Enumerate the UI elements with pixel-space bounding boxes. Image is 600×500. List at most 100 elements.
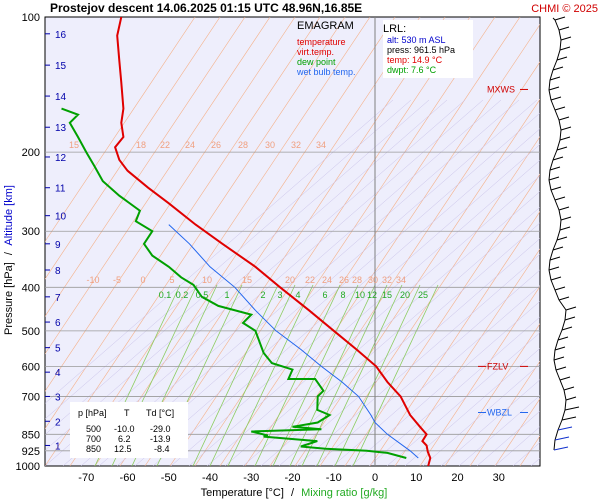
pressure-tick-label: 850 — [22, 429, 40, 441]
wind-barb-flag — [557, 336, 569, 341]
mixing-ratio-label: 0.1 — [159, 290, 172, 300]
moist-adiabat-line — [585, 100, 600, 466]
table-header-p: p [hPa] — [78, 408, 107, 418]
legend-title: EMAGRAM — [297, 20, 354, 32]
mixing-ratio-label: 12 — [367, 290, 377, 300]
theta-label: 5 — [169, 275, 174, 285]
mixing-ratio-line — [289, 284, 376, 466]
wind-barb-flag — [558, 206, 570, 211]
x-axis-temperature-label: Temperature [°C] — [201, 487, 284, 499]
table-cell: -10.0 — [114, 424, 135, 434]
wind-barb-staff — [548, 79, 551, 91]
dry-adiabat-line — [595, 17, 600, 466]
mixing-ratio-label: 0.5 — [196, 290, 209, 300]
moist-adiabat-line — [314, 269, 540, 466]
wind-barb-staff — [558, 119, 562, 131]
moist-adiabat-line — [458, 395, 540, 466]
dry-adiabat-line — [545, 17, 600, 466]
y-axis-title: Pressure [hPa] / Altitude [km] — [3, 185, 15, 335]
wind-barb-flag — [559, 376, 571, 381]
theta-label: 22 — [305, 275, 315, 285]
mixing-ratio-line — [352, 284, 439, 466]
altitude-tick-label: 8 — [55, 266, 61, 277]
wind-barb-flag — [554, 196, 566, 201]
wind-barb-staff — [554, 429, 559, 441]
mixing-ratio-label: 15 — [382, 290, 392, 300]
mixing-ratio-label: 4 — [295, 290, 300, 300]
lrl-box: LRL: alt: 530 m ASL press: 961.5 hPa tem… — [383, 20, 473, 78]
wind-barb-staff — [561, 409, 566, 421]
altitude-tick-label: 2 — [55, 417, 61, 428]
wind-barb-staff — [556, 229, 561, 241]
wind-barb-flag — [561, 326, 573, 331]
altitude-tick-label: 15 — [55, 61, 67, 72]
table-cell: 850 — [86, 444, 101, 454]
pressure-tick-label: 700 — [22, 391, 40, 403]
moist-adiabat-line — [350, 300, 540, 466]
theta-label: 0 — [140, 275, 145, 285]
wind-barb-staff — [564, 309, 567, 321]
wind-barb-flag — [554, 106, 566, 111]
temperature-tick-label: -40 — [202, 472, 218, 484]
moist-adiabat-line — [296, 253, 540, 466]
wind-barb-flag — [549, 256, 561, 261]
wind-barb-flag — [558, 296, 570, 301]
theta-label: 30 — [265, 140, 275, 150]
theta-label: 34 — [316, 140, 326, 150]
dry-adiabat-line — [45, 17, 271, 355]
wind-barb-flag — [553, 356, 565, 361]
moist-adiabat-line — [45, 99, 394, 404]
wind-barb-staff — [559, 129, 562, 141]
wind-barb-flag — [548, 86, 560, 91]
moist-adiabat-line — [152, 128, 540, 466]
moist-adiabat-line — [45, 99, 412, 420]
pressure-tick-label: 200 — [22, 147, 40, 159]
wind-barb-flag — [549, 76, 561, 81]
wind-barb-flag — [564, 316, 576, 321]
wind-barb-staff — [556, 49, 561, 61]
theta-label: 32 — [291, 140, 301, 150]
lrl-temperature: temp: 14.9 °C — [387, 55, 443, 65]
temperature-tick-label: 20 — [451, 472, 463, 484]
moist-adiabat-line — [404, 348, 540, 466]
wind-barb-flag — [559, 226, 571, 231]
wind-barb-flag — [558, 26, 570, 31]
dry-adiabat-line — [144, 17, 446, 466]
wind-barb-flag — [558, 116, 570, 121]
moist-adiabat-line — [567, 100, 600, 466]
moist-adiabat-line — [332, 285, 540, 466]
theta-label: 20 — [285, 275, 295, 285]
moist-adiabat-line — [188, 159, 540, 466]
theta-label: 10 — [202, 275, 212, 285]
legend-temperature: temperature — [297, 37, 346, 47]
mixing-ratio-label: 10 — [355, 290, 365, 300]
wind-barb-flag — [556, 146, 568, 151]
pressure-tick-label: 1000 — [16, 461, 40, 473]
wind-barb-staff — [549, 249, 554, 261]
altitude-tick-label: 9 — [55, 240, 61, 251]
moist-adiabat-line — [224, 191, 540, 466]
theta-label: 15 — [69, 140, 79, 150]
wind-barb-staff — [552, 239, 558, 251]
lrl-altitude: alt: 530 m ASL — [387, 35, 446, 45]
altitude-tick-label: 12 — [55, 153, 67, 164]
wind-barb-staff — [558, 29, 562, 41]
wind-barb-flag — [552, 246, 564, 251]
wind-barb-flag — [555, 366, 567, 371]
wind-barb-staff — [563, 389, 567, 401]
wind-barb-staff — [555, 369, 561, 381]
wind-barb-staff — [549, 69, 554, 81]
temperature-tick-label: 30 — [493, 472, 505, 484]
lrl-pressure: press: 961.5 hPa — [387, 45, 455, 55]
dry-adiabat-line — [169, 17, 471, 466]
wind-barb-flag — [557, 426, 573, 431]
level-marker-mxws: MXWS — [487, 84, 515, 94]
temperature-tick-label: -20 — [285, 472, 301, 484]
dry-adiabat-line — [419, 285, 540, 466]
wind-barb-staff — [554, 109, 560, 121]
wind-barb-staff — [548, 89, 552, 101]
wind-barb-flag — [556, 56, 568, 61]
dry-adiabat-line — [570, 17, 600, 466]
wind-barb-staff — [548, 259, 551, 271]
